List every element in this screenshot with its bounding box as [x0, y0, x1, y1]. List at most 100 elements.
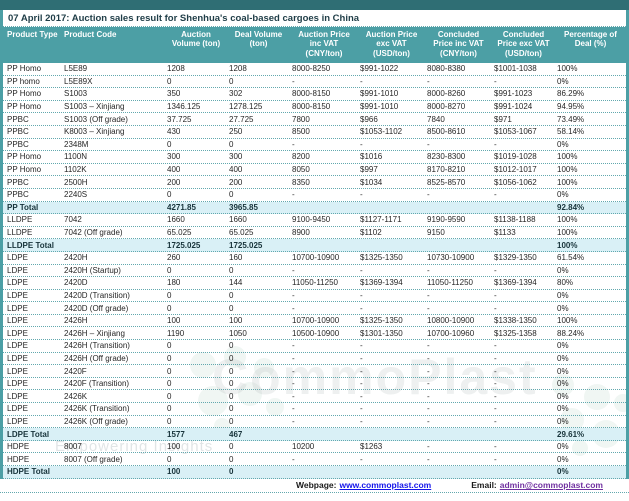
table-cell: PPBC [7, 190, 29, 200]
table-cell: 350 [167, 89, 181, 99]
table-row: LLDPE 7042 1660 1660 9100-9450 $1127-1171 9190… [3, 214, 626, 227]
table-cell: 8007 [64, 442, 82, 452]
table-cell: 0 [229, 467, 234, 477]
table-cell: LDPE [7, 391, 28, 401]
total-row: HDPE Total 100 0 0% [3, 466, 626, 479]
table-row: LDPE 2426K 0 0 - - - - 0% [3, 390, 626, 404]
column-header: Product Code [64, 30, 117, 39]
table-cell: 0 [229, 265, 234, 275]
table-cell: $1127-1171 [360, 215, 402, 225]
table-cell: LDPE Total [7, 429, 50, 439]
table-cell: LDPE [7, 416, 28, 426]
table-cell: 0 [229, 366, 234, 376]
table-cell: $1329-1350 [494, 253, 537, 263]
table-cell: - [427, 366, 430, 376]
table-cell: 2426K [64, 391, 88, 401]
table-cell: 100% [557, 215, 578, 225]
table-cell: 2420D (Off grade) [64, 303, 129, 313]
table-cell: - [427, 139, 430, 149]
table-cell: 430 [167, 127, 181, 137]
table-cell: 0 [229, 76, 234, 86]
table-cell: - [360, 190, 363, 200]
table-cell: 8000-8260 [427, 89, 466, 99]
table-row: LDPE 2420D 180 144 11050-11250 $1369-1394 1105… [3, 277, 626, 290]
table-cell: 2420H [64, 253, 88, 263]
table-cell: $971 [494, 114, 512, 124]
table-cell: 2426K (Off grade) [64, 416, 128, 426]
table-cell: 2420F [64, 366, 87, 376]
table-cell: 8050 [292, 165, 310, 175]
table-row: LLDPE 7042 (Off grade) 65.025 65.025 8900 $11… [3, 227, 626, 240]
table-cell: 0 [229, 391, 234, 401]
table-row: HDPE 8007 100 0 10200 $1263 - - 0% [3, 441, 626, 454]
email-link[interactable]: admin@commoplast.com [499, 480, 603, 491]
table-cell: $1338-1350 [494, 316, 537, 326]
top-accent-bar [0, 0, 629, 10]
table-cell: 2348M [64, 139, 89, 149]
table-cell: 0% [557, 454, 569, 464]
table-cell: PP Homo [7, 165, 42, 175]
table-cell: 0 [229, 341, 234, 351]
table-cell: 0% [557, 379, 569, 389]
table-cell: 9100-9450 [292, 215, 331, 225]
table-cell: - [292, 416, 295, 426]
table-cell: - [427, 416, 430, 426]
table-cell: $1301-1350 [360, 328, 403, 338]
table-cell: LLDPE [7, 215, 33, 225]
table-cell: 144 [229, 278, 243, 288]
table-cell: 8525-8570 [427, 177, 466, 187]
table-cell: 7042 (Off grade) [64, 228, 123, 238]
table-cell: 0 [167, 379, 172, 389]
table-cell: - [360, 341, 363, 351]
table-cell: 2420D [64, 278, 88, 288]
table-cell: - [494, 391, 497, 401]
table-cell: PPBC [7, 139, 29, 149]
table-cell: $1016 [360, 152, 383, 162]
table-row: LDPE 2426H (Transition) 0 0 - - - - 0% [3, 340, 626, 353]
table-cell: 7800 [292, 114, 310, 124]
table-cell: 0 [229, 379, 234, 389]
table-cell: 0 [229, 416, 234, 426]
table-cell: 3965.85 [229, 202, 258, 212]
table-cell: 7840 [427, 114, 445, 124]
webpage-label: Webpage: [295, 480, 337, 491]
table-cell: 1100N [64, 152, 87, 162]
table-cell: 0% [557, 290, 569, 300]
table-row: PP Homo S1003 350 302 8000-8150 $991-1010 8000… [3, 88, 626, 101]
table-row: PPBC 2240S 0 0 - - - - 0% [3, 189, 626, 202]
table-cell: S1003 – Xinjiang [64, 102, 125, 112]
table-cell: 29.61% [557, 429, 585, 439]
table-cell: - [292, 404, 295, 414]
table-cell: - [494, 404, 497, 414]
table-cell: 300 [167, 152, 181, 162]
table-cell: PP homo [7, 76, 40, 86]
table-cell: 11050-11250 [292, 278, 338, 288]
table-cell: - [292, 391, 295, 401]
table-cell: 0 [167, 341, 172, 351]
table-cell: - [427, 353, 430, 363]
table-cell: 0% [557, 76, 569, 86]
table-cell: 1577 [167, 429, 185, 439]
table-cell: 1190 [167, 328, 185, 338]
webpage-link[interactable]: www.commoplast.com [339, 480, 432, 491]
table-row: LDPE 2426K (Transition) 0 0 - - - - 0% [3, 403, 626, 416]
column-header: Product Type [7, 30, 58, 39]
table-cell: 1725.025 [229, 240, 263, 250]
table-row: PPBC S1003 (Off grade) 37.725 27.725 7800 $96… [3, 113, 626, 126]
table-cell: 100% [557, 64, 578, 74]
table-cell: 1208 [229, 64, 247, 74]
table-cell: $1263 [360, 442, 383, 452]
table-cell: 94.95% [557, 102, 585, 112]
table-cell: 8350 [292, 177, 310, 187]
table-cell: 0 [167, 454, 172, 464]
table-cell: 8080-8380 [427, 64, 466, 74]
table-cell: - [360, 416, 363, 426]
table-row: LDPE 2420F (Transition) 0 0 - - - - 0% [3, 378, 626, 391]
table-cell: $1034 [360, 177, 383, 187]
table-cell: K8003 – Xinjiang [64, 127, 125, 137]
table-cell: 0% [557, 467, 569, 477]
table-row: PP Homo L5E89 1208 1208 8000-8250 $991-1022 80… [3, 63, 626, 76]
table-cell: $1053-1102 [360, 127, 403, 137]
table-cell: 2420H (Startup) [64, 265, 121, 275]
